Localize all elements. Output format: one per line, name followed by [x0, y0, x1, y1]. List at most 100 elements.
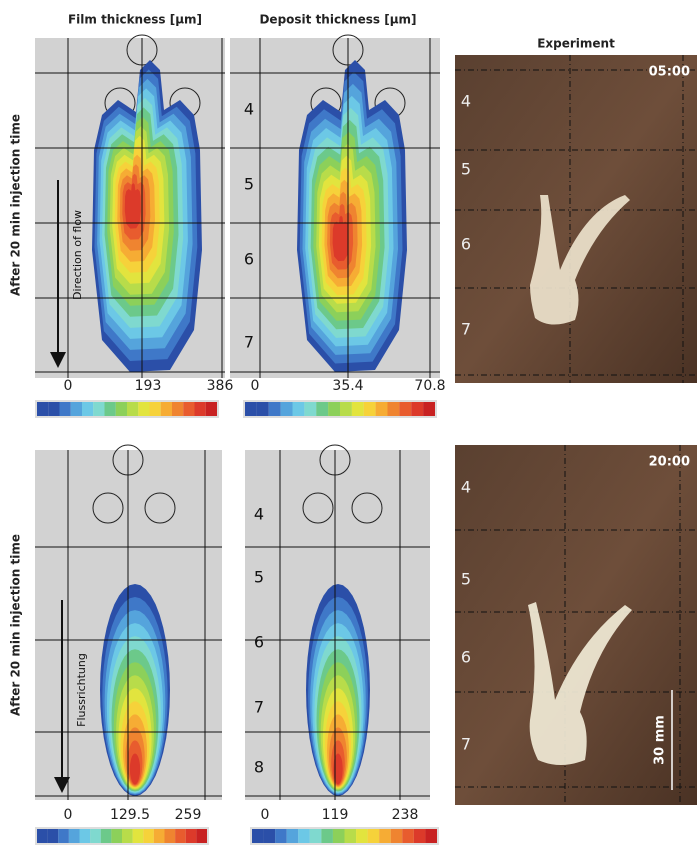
colorbar-step [82, 402, 93, 416]
scale-label: 238 [392, 807, 419, 823]
scale-label: 0 [64, 807, 73, 823]
timestamp: 05:00 [649, 65, 690, 80]
row-label: 5 [254, 568, 264, 587]
colorbar-step [195, 402, 206, 416]
scale-label: 129.5 [110, 807, 150, 823]
timestamp: 20:00 [649, 455, 690, 470]
colorbar-step [376, 402, 388, 416]
colorbar-step [402, 829, 414, 843]
colorbar-step [287, 829, 299, 843]
colorbar-step [116, 402, 127, 416]
figure: Direction of flow 4 5 6 7 0 193 386 0 35.4 70.8 05:… [0, 0, 697, 845]
colorbar-step [143, 829, 154, 843]
colorbar-step [122, 829, 133, 843]
colorbar-step [71, 402, 82, 416]
colorbar-step [154, 829, 165, 843]
colorbar-step [298, 829, 310, 843]
side-label: After 20 min injection time [9, 114, 23, 296]
scale-label: 259 [175, 807, 202, 823]
colorbar-step [37, 829, 48, 843]
colorbar-step [304, 402, 316, 416]
colorbar-step [206, 402, 217, 416]
colorbar-step [196, 829, 207, 843]
colorbar-step [269, 402, 281, 416]
colorbar-step [172, 402, 183, 416]
colorbar-step [281, 402, 293, 416]
colorbar-step [101, 829, 112, 843]
scale-label: 386 [207, 378, 234, 394]
colorbar-step [133, 829, 144, 843]
photo-row-label: 5 [461, 160, 471, 179]
side-label: After 20 min injection time [9, 534, 23, 716]
colorbar-step [93, 402, 104, 416]
colorbar-step [105, 402, 116, 416]
scale-label: 35.4 [332, 378, 363, 394]
colorbar-step [391, 829, 403, 843]
colorbar-step [183, 402, 194, 416]
header-film: Film thickness [µm] [68, 13, 202, 27]
colorbar-step [293, 402, 305, 416]
photo-row-label: 6 [461, 235, 471, 254]
colorbar-step [368, 829, 380, 843]
panels: Direction of flow 4 5 6 7 0 193 386 0 35.4 70.8 05:… [35, 35, 697, 845]
scale-label: 119 [322, 807, 349, 823]
colorbar-step [356, 829, 368, 843]
photo-row-label: 7 [461, 735, 471, 754]
colorbar-step [379, 829, 391, 843]
colorbar-step [161, 402, 172, 416]
photo-row-label: 4 [461, 92, 471, 111]
flow-label: Flussrichtung [75, 653, 88, 727]
header-experiment: Experiment [537, 37, 615, 51]
colorbar-step [48, 829, 59, 843]
row-label: 5 [244, 175, 254, 194]
scale-label: 0 [261, 807, 270, 823]
row-label: 8 [254, 758, 264, 777]
colorbar-step [186, 829, 197, 843]
flow-label: Direction of flow [71, 210, 84, 300]
colorbar-step [257, 402, 269, 416]
colorbar-step [316, 402, 328, 416]
colorbar-step [414, 829, 426, 843]
colorbar-step [275, 829, 287, 843]
row-label: 7 [244, 333, 254, 352]
colorbar-step [264, 829, 276, 843]
photo-row-label: 5 [461, 570, 471, 589]
colorbar-step [175, 829, 186, 843]
colorbar-step [37, 402, 48, 416]
colorbar-step [111, 829, 122, 843]
row-label: 7 [254, 698, 264, 717]
colorbar-step [399, 402, 411, 416]
row-label: 6 [244, 250, 254, 269]
colorbar-step [127, 402, 138, 416]
header-deposit: Deposit thickness [µm] [259, 13, 416, 27]
colorbar-step [48, 402, 59, 416]
contour-band [130, 754, 140, 785]
colorbar-step [245, 402, 257, 416]
colorbar-step [69, 829, 80, 843]
colorbar-step [60, 402, 71, 416]
colorbar-step [345, 829, 357, 843]
photo-row-label: 7 [461, 320, 471, 339]
colorbar-step [364, 402, 376, 416]
colorbar-step [411, 402, 423, 416]
colorbar-step [165, 829, 176, 843]
colorbar-step [321, 829, 333, 843]
colorbar-step [352, 402, 364, 416]
colorbar-step [423, 402, 435, 416]
colorbar-step [388, 402, 400, 416]
photo [455, 55, 697, 383]
scale-label: 193 [135, 378, 162, 394]
colorbar-step [340, 402, 352, 416]
colorbar-step [328, 402, 340, 416]
colorbar-step [252, 829, 264, 843]
scale-label: 0 [64, 378, 73, 394]
scale-label: 70.8 [414, 378, 445, 394]
colorbar-step [310, 829, 322, 843]
colorbar-step [150, 402, 161, 416]
colorbar-step [90, 829, 101, 843]
photo-row-label: 4 [461, 478, 471, 497]
colorbar-step [58, 829, 69, 843]
row-label: 4 [254, 505, 264, 524]
row-label: 6 [254, 633, 264, 652]
colorbar-step [333, 829, 345, 843]
